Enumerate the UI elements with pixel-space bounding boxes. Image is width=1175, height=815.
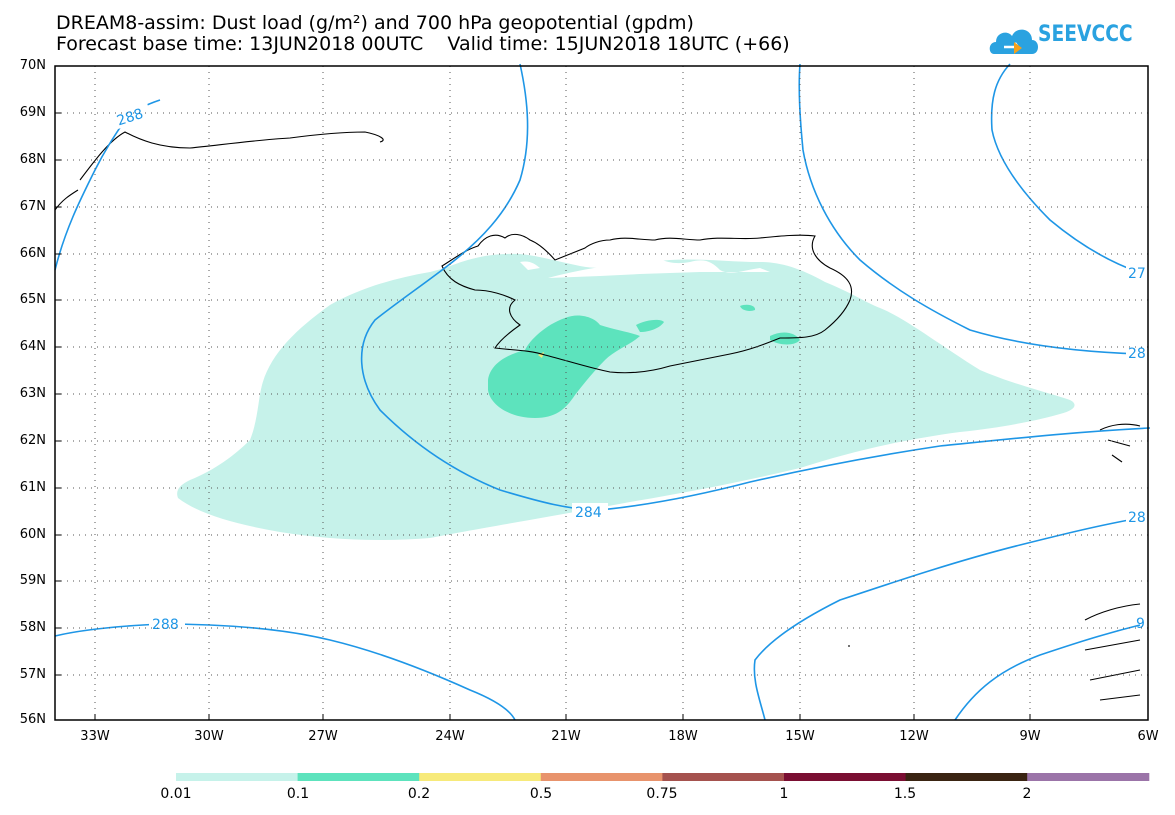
logo-text: SEEVCCC xyxy=(1038,22,1133,47)
contour-label-28-b: 28 xyxy=(1128,510,1146,526)
contour-label-9: 9 xyxy=(1136,616,1145,632)
colorbar-swatch xyxy=(1027,773,1150,781)
colorbar-swatch xyxy=(176,773,299,781)
lat-label: 62N xyxy=(19,433,46,448)
lon-label: 30W xyxy=(194,729,224,744)
map-title: DREAM8-assim: Dust load (g/m²) and 700 h… xyxy=(56,12,694,34)
lon-label: 6W xyxy=(1137,729,1159,744)
colorbar-swatch xyxy=(662,773,785,781)
colorbar-swatch xyxy=(419,773,542,781)
lat-label: 61N xyxy=(19,480,46,495)
lat-label: 68N xyxy=(19,152,46,167)
colorbar-label: 0.1 xyxy=(286,786,310,802)
dust-area-0.01 xyxy=(177,253,1075,540)
lon-label: 24W xyxy=(435,729,465,744)
colorbar-label: 1 xyxy=(779,786,789,802)
lat-label: 66N xyxy=(19,246,46,261)
lat-label: 65N xyxy=(19,292,46,307)
contour-label-288-sw: 288 xyxy=(152,617,179,633)
lat-label: 56N xyxy=(19,712,46,727)
geopotential-contours xyxy=(54,63,1151,721)
colorbar-swatch xyxy=(297,773,420,781)
colorbar-label: 2 xyxy=(1022,786,1032,802)
lat-label: 60N xyxy=(19,527,46,542)
colorbar-label: 1.5 xyxy=(893,786,917,802)
graticule xyxy=(55,66,1148,720)
lon-label: 12W xyxy=(899,729,929,744)
lat-label: 67N xyxy=(19,199,46,214)
map-frame xyxy=(54,65,1149,721)
contour-label-288-nw: 288 xyxy=(115,106,145,129)
lon-label: 21W xyxy=(551,729,581,744)
colorbar-label: 0.2 xyxy=(407,786,431,802)
land-no-dust xyxy=(548,256,770,278)
cloud-icon xyxy=(989,29,1038,54)
lon-label: 15W xyxy=(785,729,815,744)
map-subtitle: Forecast base time: 13JUN2018 00UTC Vali… xyxy=(56,33,790,55)
contour-label-284: 284 xyxy=(575,505,602,521)
contour-label-27: 27 xyxy=(1128,266,1146,282)
coastline xyxy=(54,131,1141,701)
colorbar xyxy=(176,773,1150,781)
lat-label: 57N xyxy=(19,667,46,682)
dust-area-0.1 xyxy=(488,315,640,418)
lon-label: 33W xyxy=(80,729,110,744)
colorbar-swatch xyxy=(905,773,1028,781)
lat-label: 69N xyxy=(19,105,46,120)
lon-label: 18W xyxy=(668,729,698,744)
axis-ticks xyxy=(55,112,1031,720)
colorbar-swatch xyxy=(784,773,907,781)
lat-label: 70N xyxy=(19,58,46,73)
lat-label: 59N xyxy=(19,573,46,588)
lon-label: 27W xyxy=(308,729,338,744)
colorbar-label: 0.5 xyxy=(529,786,553,802)
lon-label: 9W xyxy=(1019,729,1041,744)
colorbar-label: 0.01 xyxy=(160,786,192,802)
colorbar-swatch xyxy=(540,773,663,781)
lat-label: 58N xyxy=(19,620,46,635)
contour-label-28-a: 28 xyxy=(1128,346,1146,362)
colorbar-label: 0.75 xyxy=(646,786,678,802)
lat-label: 64N xyxy=(19,339,46,354)
lat-label: 63N xyxy=(19,386,46,401)
